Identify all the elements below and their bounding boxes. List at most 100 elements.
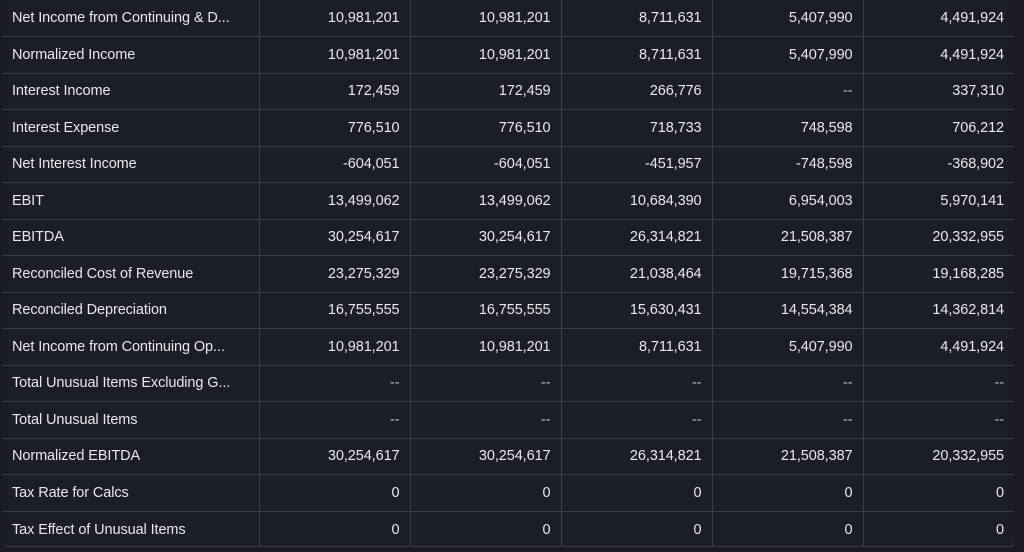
value-cell: 10,981,201 xyxy=(259,0,411,37)
table-row[interactable]: Reconciled Depreciation 16,755,555 16,75… xyxy=(2,292,1014,329)
financials-table: Net Income from Continuing & D... 10,981… xyxy=(2,0,1014,546)
value-cell: 26,314,821 xyxy=(561,219,713,256)
row-label: Normalized Income xyxy=(2,36,260,74)
value-cell: 5,407,990 xyxy=(712,0,864,37)
value-cell: 4,491,924 xyxy=(863,0,1014,37)
value-cell: -604,051 xyxy=(410,146,562,183)
value-cell: 13,499,062 xyxy=(410,182,562,220)
row-label: Tax Effect of Unusual Items xyxy=(2,511,260,546)
value-cell: 30,254,617 xyxy=(410,219,562,256)
value-cell: -- xyxy=(561,365,713,402)
table-row[interactable]: Interest Expense 776,510 776,510 718,733… xyxy=(2,109,1014,147)
value-cell: 172,459 xyxy=(410,73,562,110)
value-cell: 19,715,368 xyxy=(712,255,864,293)
row-label: Net Income from Continuing & D... xyxy=(2,0,260,37)
value-cell: -368,902 xyxy=(863,146,1014,183)
value-cell: 10,981,201 xyxy=(410,36,562,74)
value-cell: 0 xyxy=(712,474,864,512)
value-cell: 0 xyxy=(712,511,864,546)
row-label: Net Income from Continuing Op... xyxy=(2,328,260,366)
value-cell: -- xyxy=(259,365,411,402)
value-cell: -- xyxy=(712,365,864,402)
value-cell: 10,684,390 xyxy=(561,182,713,220)
value-cell: 706,212 xyxy=(863,109,1014,147)
value-cell: 718,733 xyxy=(561,109,713,147)
value-cell: 23,275,329 xyxy=(259,255,411,293)
value-cell: 5,407,990 xyxy=(712,36,864,74)
row-label: Interest Income xyxy=(2,73,260,110)
value-cell: 0 xyxy=(561,474,713,512)
value-cell: 16,755,555 xyxy=(259,292,411,329)
value-cell: -- xyxy=(561,401,713,439)
table-row[interactable]: EBITDA 30,254,617 30,254,617 26,314,821 … xyxy=(2,219,1014,256)
value-cell: 30,254,617 xyxy=(259,438,411,475)
row-label: Normalized EBITDA xyxy=(2,438,260,475)
row-label: Reconciled Depreciation xyxy=(2,292,260,329)
value-cell: 266,776 xyxy=(561,73,713,110)
table-row[interactable]: Tax Effect of Unusual Items 0 0 0 0 0 xyxy=(2,511,1014,546)
value-cell: 19,168,285 xyxy=(863,255,1014,293)
value-cell: 0 xyxy=(561,511,713,546)
value-cell: 10,981,201 xyxy=(259,328,411,366)
table-row[interactable]: Total Unusual Items Excluding G... -- --… xyxy=(2,365,1014,402)
value-cell: -- xyxy=(410,365,562,402)
table-row[interactable]: Total Unusual Items -- -- -- -- -- xyxy=(2,401,1014,439)
scrollbar-gutter[interactable] xyxy=(1014,0,1024,552)
value-cell: -- xyxy=(712,73,864,110)
value-cell: 26,314,821 xyxy=(561,438,713,475)
value-cell: -604,051 xyxy=(259,146,411,183)
row-label: Interest Expense xyxy=(2,109,260,147)
value-cell: -451,957 xyxy=(561,146,713,183)
value-cell: 4,491,924 xyxy=(863,328,1014,366)
value-cell: 0 xyxy=(996,521,1004,538)
value-cell: 8,711,631 xyxy=(561,328,713,366)
value-cell: 21,508,387 xyxy=(712,438,864,475)
value-cell: -- xyxy=(410,401,562,439)
value-cell: 13,499,062 xyxy=(259,182,411,220)
value-cell: 16,755,555 xyxy=(410,292,562,329)
row-label: Net Interest Income xyxy=(2,146,260,183)
table-row[interactable]: Net Income from Continuing Op... 10,981,… xyxy=(2,328,1014,366)
value-cell: 23,275,329 xyxy=(410,255,562,293)
value-cell: 8,711,631 xyxy=(561,0,713,37)
value-cell: 21,038,464 xyxy=(561,255,713,293)
value-cell: 0 xyxy=(259,474,411,512)
row-label: Tax Rate for Calcs xyxy=(2,474,260,512)
value-cell: -- xyxy=(712,401,864,439)
value-cell: 10,981,201 xyxy=(410,0,562,37)
table-row[interactable]: Normalized Income 10,981,201 10,981,201 … xyxy=(2,36,1014,74)
value-cell: 30,254,617 xyxy=(259,219,411,256)
table-row[interactable]: Net Interest Income -604,051 -604,051 -4… xyxy=(2,146,1014,183)
value-cell: 0 xyxy=(259,511,411,546)
value-cell: 337,310 xyxy=(863,73,1014,110)
value-cell: 0 xyxy=(410,474,562,512)
table-row[interactable]: Net Income from Continuing & D... 10,981… xyxy=(2,0,1014,37)
financials-table-body: Net Income from Continuing & D... 10,981… xyxy=(2,0,1014,546)
value-cell: 5,407,990 xyxy=(712,328,864,366)
value-cell: -- xyxy=(863,365,1014,402)
value-cell: 8,711,631 xyxy=(561,36,713,74)
table-row[interactable]: Tax Rate for Calcs 0 0 0 0 0 xyxy=(2,474,1014,512)
value-cell: 5,970,141 xyxy=(863,182,1014,220)
table-row[interactable]: Interest Income 172,459 172,459 266,776 … xyxy=(2,73,1014,110)
row-label: Reconciled Cost of Revenue xyxy=(2,255,260,293)
value-cell: -- xyxy=(863,401,1014,439)
value-cell: 748,598 xyxy=(712,109,864,147)
table-row[interactable]: Reconciled Cost of Revenue 23,275,329 23… xyxy=(2,255,1014,293)
value-cell: 14,362,814 xyxy=(863,292,1014,329)
value-cell: 0 xyxy=(863,474,1014,512)
value-cell: -- xyxy=(259,401,411,439)
value-cell: 4,491,924 xyxy=(863,36,1014,74)
value-cell: 20,332,955 xyxy=(863,219,1014,256)
table-row[interactable]: EBIT 13,499,062 13,499,062 10,684,390 6,… xyxy=(2,182,1014,220)
value-cell: 776,510 xyxy=(410,109,562,147)
value-cell: 0 xyxy=(410,511,562,546)
table-row[interactable]: Normalized EBITDA 30,254,617 30,254,617 … xyxy=(2,438,1014,475)
row-label: EBITDA xyxy=(2,219,260,256)
value-cell: 14,554,384 xyxy=(712,292,864,329)
row-label: Total Unusual Items xyxy=(2,401,260,439)
value-cell: 10,981,201 xyxy=(410,328,562,366)
value-cell: -748,598 xyxy=(712,146,864,183)
value-cell: 6,954,003 xyxy=(712,182,864,220)
